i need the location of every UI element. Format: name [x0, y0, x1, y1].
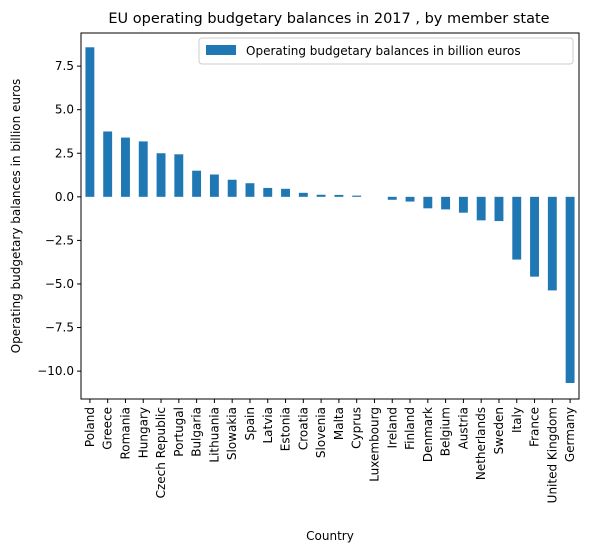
- bar-france: [530, 197, 539, 277]
- x-tick-label: Croatia: [296, 407, 310, 450]
- x-tick-label: United Kingdom: [545, 407, 559, 503]
- y-tick-label: 0.0: [55, 190, 74, 204]
- x-tick-label: Poland: [83, 407, 97, 447]
- y-tick-label: −5.0: [45, 277, 74, 291]
- bar-spain: [246, 183, 255, 197]
- x-tick-label: France: [528, 407, 542, 447]
- x-tick-label: Bulgaria: [190, 407, 204, 457]
- bar-slowakia: [228, 180, 237, 197]
- x-tick-label: Finland: [403, 407, 417, 450]
- bar-belgium: [441, 197, 450, 210]
- x-tick-label: Luxembourg: [367, 407, 381, 482]
- bar-croatia: [299, 193, 308, 197]
- legend-label: Operating budgetary balances in billion …: [246, 44, 521, 58]
- x-tick-label: Italy: [510, 407, 524, 433]
- x-tick-label: Czech Republic: [154, 407, 168, 498]
- bar-austria: [459, 197, 468, 213]
- x-tick-label: Denmark: [421, 407, 435, 462]
- bar-sweden: [495, 197, 504, 221]
- y-tick-label: 2.5: [55, 146, 74, 160]
- bar-lithuania: [210, 175, 219, 197]
- x-tick-label: Portugal: [172, 407, 186, 457]
- x-tick-label: Malta: [332, 407, 346, 440]
- x-tick-label: Netherlands: [474, 407, 488, 480]
- plot-frame: [81, 33, 579, 399]
- y-tick-label: −10.0: [37, 364, 74, 378]
- x-tick-label: Spain: [243, 407, 257, 441]
- y-tick-label: 5.0: [55, 103, 74, 117]
- y-tick-label: 7.5: [55, 59, 74, 73]
- chart-title: EU operating budgetary balances in 2017 …: [108, 11, 549, 27]
- bars-group: [85, 47, 574, 383]
- y-axis: −10.0 −7.5 −5.0 −2.5 0.0 2.5 5.0 7.5: [37, 59, 81, 378]
- y-axis-label: Operating budgetary balances in billion …: [9, 79, 23, 354]
- y-tick-label: −2.5: [45, 233, 74, 247]
- legend-swatch: [206, 45, 236, 55]
- x-tick-label: Cyprus: [350, 407, 364, 449]
- x-tick-label: Slovenia: [314, 407, 328, 458]
- bar-slovenia: [317, 195, 326, 197]
- x-tick-label: Greece: [101, 407, 115, 450]
- x-axis-label: Country: [306, 529, 354, 543]
- x-tick-label: Slowakia: [225, 407, 239, 460]
- bar-czech-republic: [157, 153, 166, 197]
- bar-netherlands: [477, 197, 486, 221]
- bar-denmark: [423, 197, 432, 209]
- bar-estonia: [281, 189, 290, 197]
- bar-hungary: [139, 141, 148, 196]
- x-tick-label: Hungary: [136, 407, 150, 458]
- bar-portugal: [174, 154, 183, 197]
- bar-poland: [85, 47, 94, 197]
- x-tick-label: Latvia: [261, 407, 275, 444]
- bar-finland: [406, 197, 415, 202]
- bar-germany: [566, 197, 575, 383]
- legend: Operating budgetary balances in billion …: [199, 38, 573, 64]
- bar-romania: [121, 138, 130, 197]
- bar-bulgaria: [192, 171, 201, 197]
- bar-malta: [334, 195, 343, 197]
- bar-cyprus: [352, 196, 361, 197]
- y-tick-label: −7.5: [45, 321, 74, 335]
- bar-ireland: [388, 197, 397, 200]
- x-tick-label: Estonia: [279, 407, 293, 451]
- x-tick-label: Austria: [456, 407, 470, 449]
- x-tick-label: Lithuania: [207, 407, 221, 463]
- bar-latvia: [263, 188, 272, 197]
- bar-united-kingdom: [548, 197, 557, 291]
- x-tick-label: Ireland: [385, 407, 399, 449]
- x-tick-label: Romania: [118, 407, 132, 459]
- x-tick-label: Belgium: [439, 407, 453, 456]
- bar-italy: [512, 197, 521, 260]
- x-tick-label: Sweden: [492, 407, 506, 454]
- bar-greece: [103, 131, 112, 196]
- x-tick-label: Germany: [563, 407, 577, 462]
- x-axis: Poland Greece Romania Hungary Czech Republic…: [83, 399, 577, 503]
